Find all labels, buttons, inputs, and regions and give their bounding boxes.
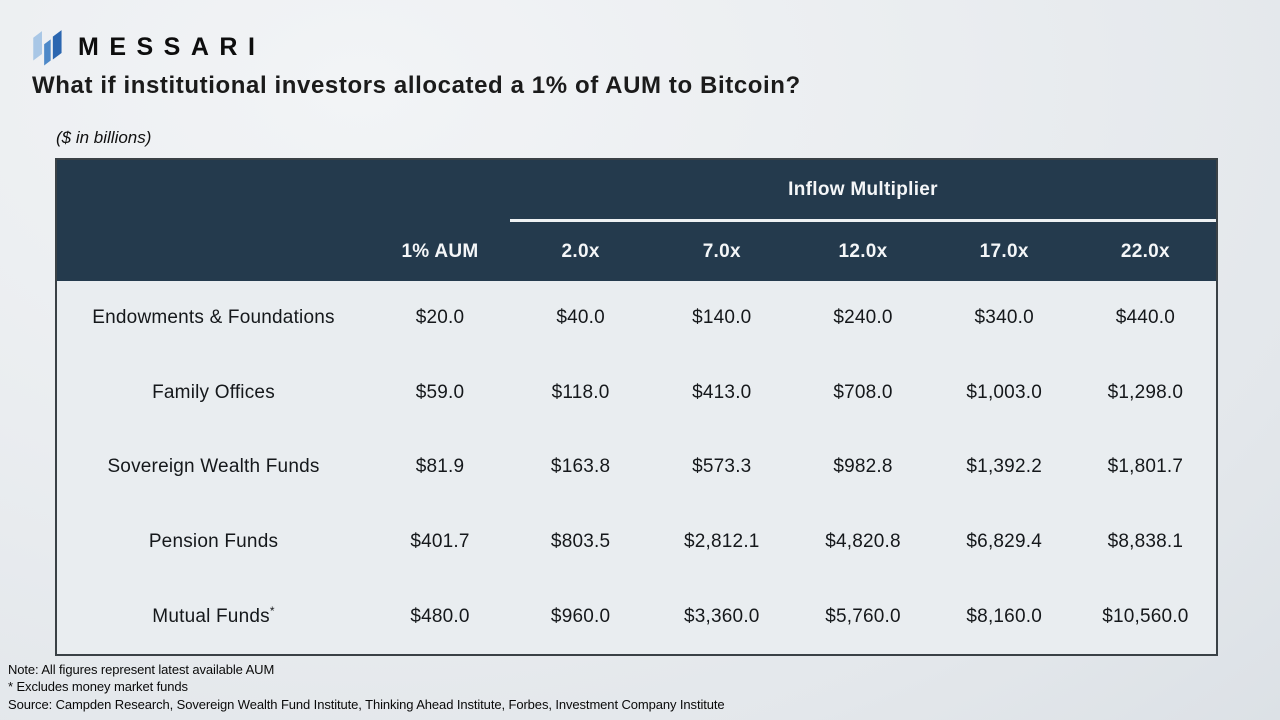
footnote-asterisk: * Excludes money market funds bbox=[8, 679, 188, 695]
table-cell: $413.0 bbox=[692, 381, 752, 403]
messari-m-icon bbox=[33, 30, 62, 66]
column-header-1pct-aum: 1% AUM bbox=[401, 240, 479, 262]
group-header-label: Inflow Multiplier bbox=[788, 178, 938, 200]
table-cell: $8,838.1 bbox=[1107, 531, 1184, 553]
table-cell: $81.9 bbox=[415, 456, 465, 478]
table-cell: $1,298.0 bbox=[1107, 381, 1184, 403]
table-cell: $118.0 bbox=[551, 381, 610, 403]
row-label: Endowments & Foundations bbox=[92, 307, 335, 329]
table-cell: $340.0 bbox=[974, 307, 1034, 329]
table-cell: $440.0 bbox=[1115, 307, 1176, 329]
table-cell: $240.0 bbox=[833, 307, 893, 329]
table-cell: $8,160.0 bbox=[966, 605, 1042, 627]
row-header-spacer bbox=[57, 160, 510, 222]
table-cell: $140.0 bbox=[692, 307, 752, 329]
row-label: Family Offices bbox=[152, 381, 275, 403]
column-header-22x: 22.0x bbox=[1120, 240, 1170, 262]
units-note: ($ in billions) bbox=[56, 128, 152, 147]
table-cell: $1,003.0 bbox=[966, 381, 1042, 403]
table-cell: $982.8 bbox=[833, 456, 893, 478]
table-cell: $3,360.0 bbox=[684, 605, 760, 627]
brand-wordmark: MESSARI bbox=[78, 33, 266, 61]
table-cell: $163.8 bbox=[550, 456, 611, 478]
table-cell: $20.0 bbox=[415, 307, 465, 329]
page-title: What if institutional investors allocate… bbox=[32, 72, 801, 99]
aum-inflow-table: Inflow Multiplier 1% AUM 2.0x 7.0x 12.0x… bbox=[55, 158, 1218, 656]
column-header-7x: 7.0x bbox=[702, 240, 741, 262]
table-cell: $5,760.0 bbox=[825, 605, 901, 627]
messari-logo: MESSARI bbox=[32, 29, 265, 66]
table-cell: $59.0 bbox=[415, 381, 465, 403]
footnote-source: Source: Campden Research, Sovereign Weal… bbox=[8, 696, 725, 712]
row-label: Sovereign Wealth Funds bbox=[107, 456, 320, 478]
table-cell: $10,560.0 bbox=[1102, 605, 1189, 627]
column-header-12x: 12.0x bbox=[838, 240, 888, 262]
footnotes: Note: All figures represent latest avail… bbox=[8, 661, 725, 713]
table-cell: $401.7 bbox=[410, 531, 470, 553]
table-cell: $6,829.4 bbox=[966, 531, 1042, 553]
table-header: Inflow Multiplier 1% AUM 2.0x 7.0x 12.0x… bbox=[57, 160, 1216, 281]
table-cell: $573.3 bbox=[692, 456, 752, 478]
table-cell: $40.0 bbox=[556, 307, 605, 329]
column-header-2x: 2.0x bbox=[561, 240, 600, 262]
table-cell: $1,392.2 bbox=[966, 456, 1042, 478]
table-cell: $803.5 bbox=[550, 531, 611, 553]
group-header-inflow-multiplier: Inflow Multiplier bbox=[510, 160, 1216, 222]
footnote-note: Note: All figures represent latest avail… bbox=[8, 662, 275, 677]
table-cell: $2,812.1 bbox=[684, 531, 760, 553]
table-body: Endowments & Foundations $20.0 $40.0 $14… bbox=[57, 281, 1216, 654]
row-label: Pension Funds bbox=[148, 531, 279, 553]
table-cell: $4,820.8 bbox=[825, 531, 901, 553]
table-cell: $1,801.7 bbox=[1107, 456, 1184, 478]
column-header-17x: 17.0x bbox=[979, 240, 1029, 262]
table-cell: $708.0 bbox=[833, 381, 893, 403]
row-label: Mutual Funds * bbox=[152, 603, 275, 627]
table-cell: $960.0 bbox=[550, 605, 611, 627]
column-header-spacer bbox=[57, 222, 370, 281]
table-cell: $480.0 bbox=[410, 605, 470, 627]
